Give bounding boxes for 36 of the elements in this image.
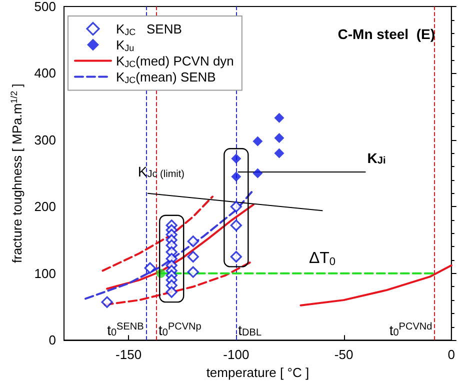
y-tick-label: 0 <box>48 332 56 348</box>
y-axis-title: fracture toughness [ MPa.m1/2 ] <box>8 84 24 264</box>
x-tick-label: -100 <box>223 347 250 362</box>
point <box>230 250 242 262</box>
point <box>144 262 156 274</box>
text: C-Mn steel (E) <box>338 26 436 42</box>
point <box>166 286 178 298</box>
x-tick-label: -150 <box>116 347 142 362</box>
point <box>187 250 199 262</box>
ref-line-label: t0PCVNp <box>158 322 202 339</box>
y-tick-label: 500 <box>34 0 56 14</box>
ref-line-label: t0PCVNd <box>389 322 432 339</box>
point <box>231 154 242 164</box>
y-tick-label: 300 <box>34 132 56 148</box>
x-axis-title: temperature [ °C ] <box>206 365 310 380</box>
annotation: KJi <box>367 150 386 166</box>
y-tick-label: 100 <box>34 266 56 281</box>
point <box>101 296 113 308</box>
point <box>274 132 284 143</box>
annotation: KJc (limit) <box>138 163 184 180</box>
point <box>187 236 199 248</box>
line-series <box>84 188 254 300</box>
x-tick-label: 0 <box>448 347 455 362</box>
point <box>252 136 263 146</box>
point <box>252 168 263 178</box>
point <box>231 172 242 182</box>
point <box>187 266 199 278</box>
y-tick-label: 400 <box>34 66 56 81</box>
ref-line-label: t0SENB <box>107 322 144 339</box>
point <box>230 220 242 232</box>
ref-line-label: tDBL <box>238 322 262 339</box>
point <box>274 112 284 123</box>
y-tick-label: 200 <box>34 199 56 214</box>
point <box>230 200 242 212</box>
x-tick-label: -50 <box>334 347 354 362</box>
point <box>274 148 284 158</box>
